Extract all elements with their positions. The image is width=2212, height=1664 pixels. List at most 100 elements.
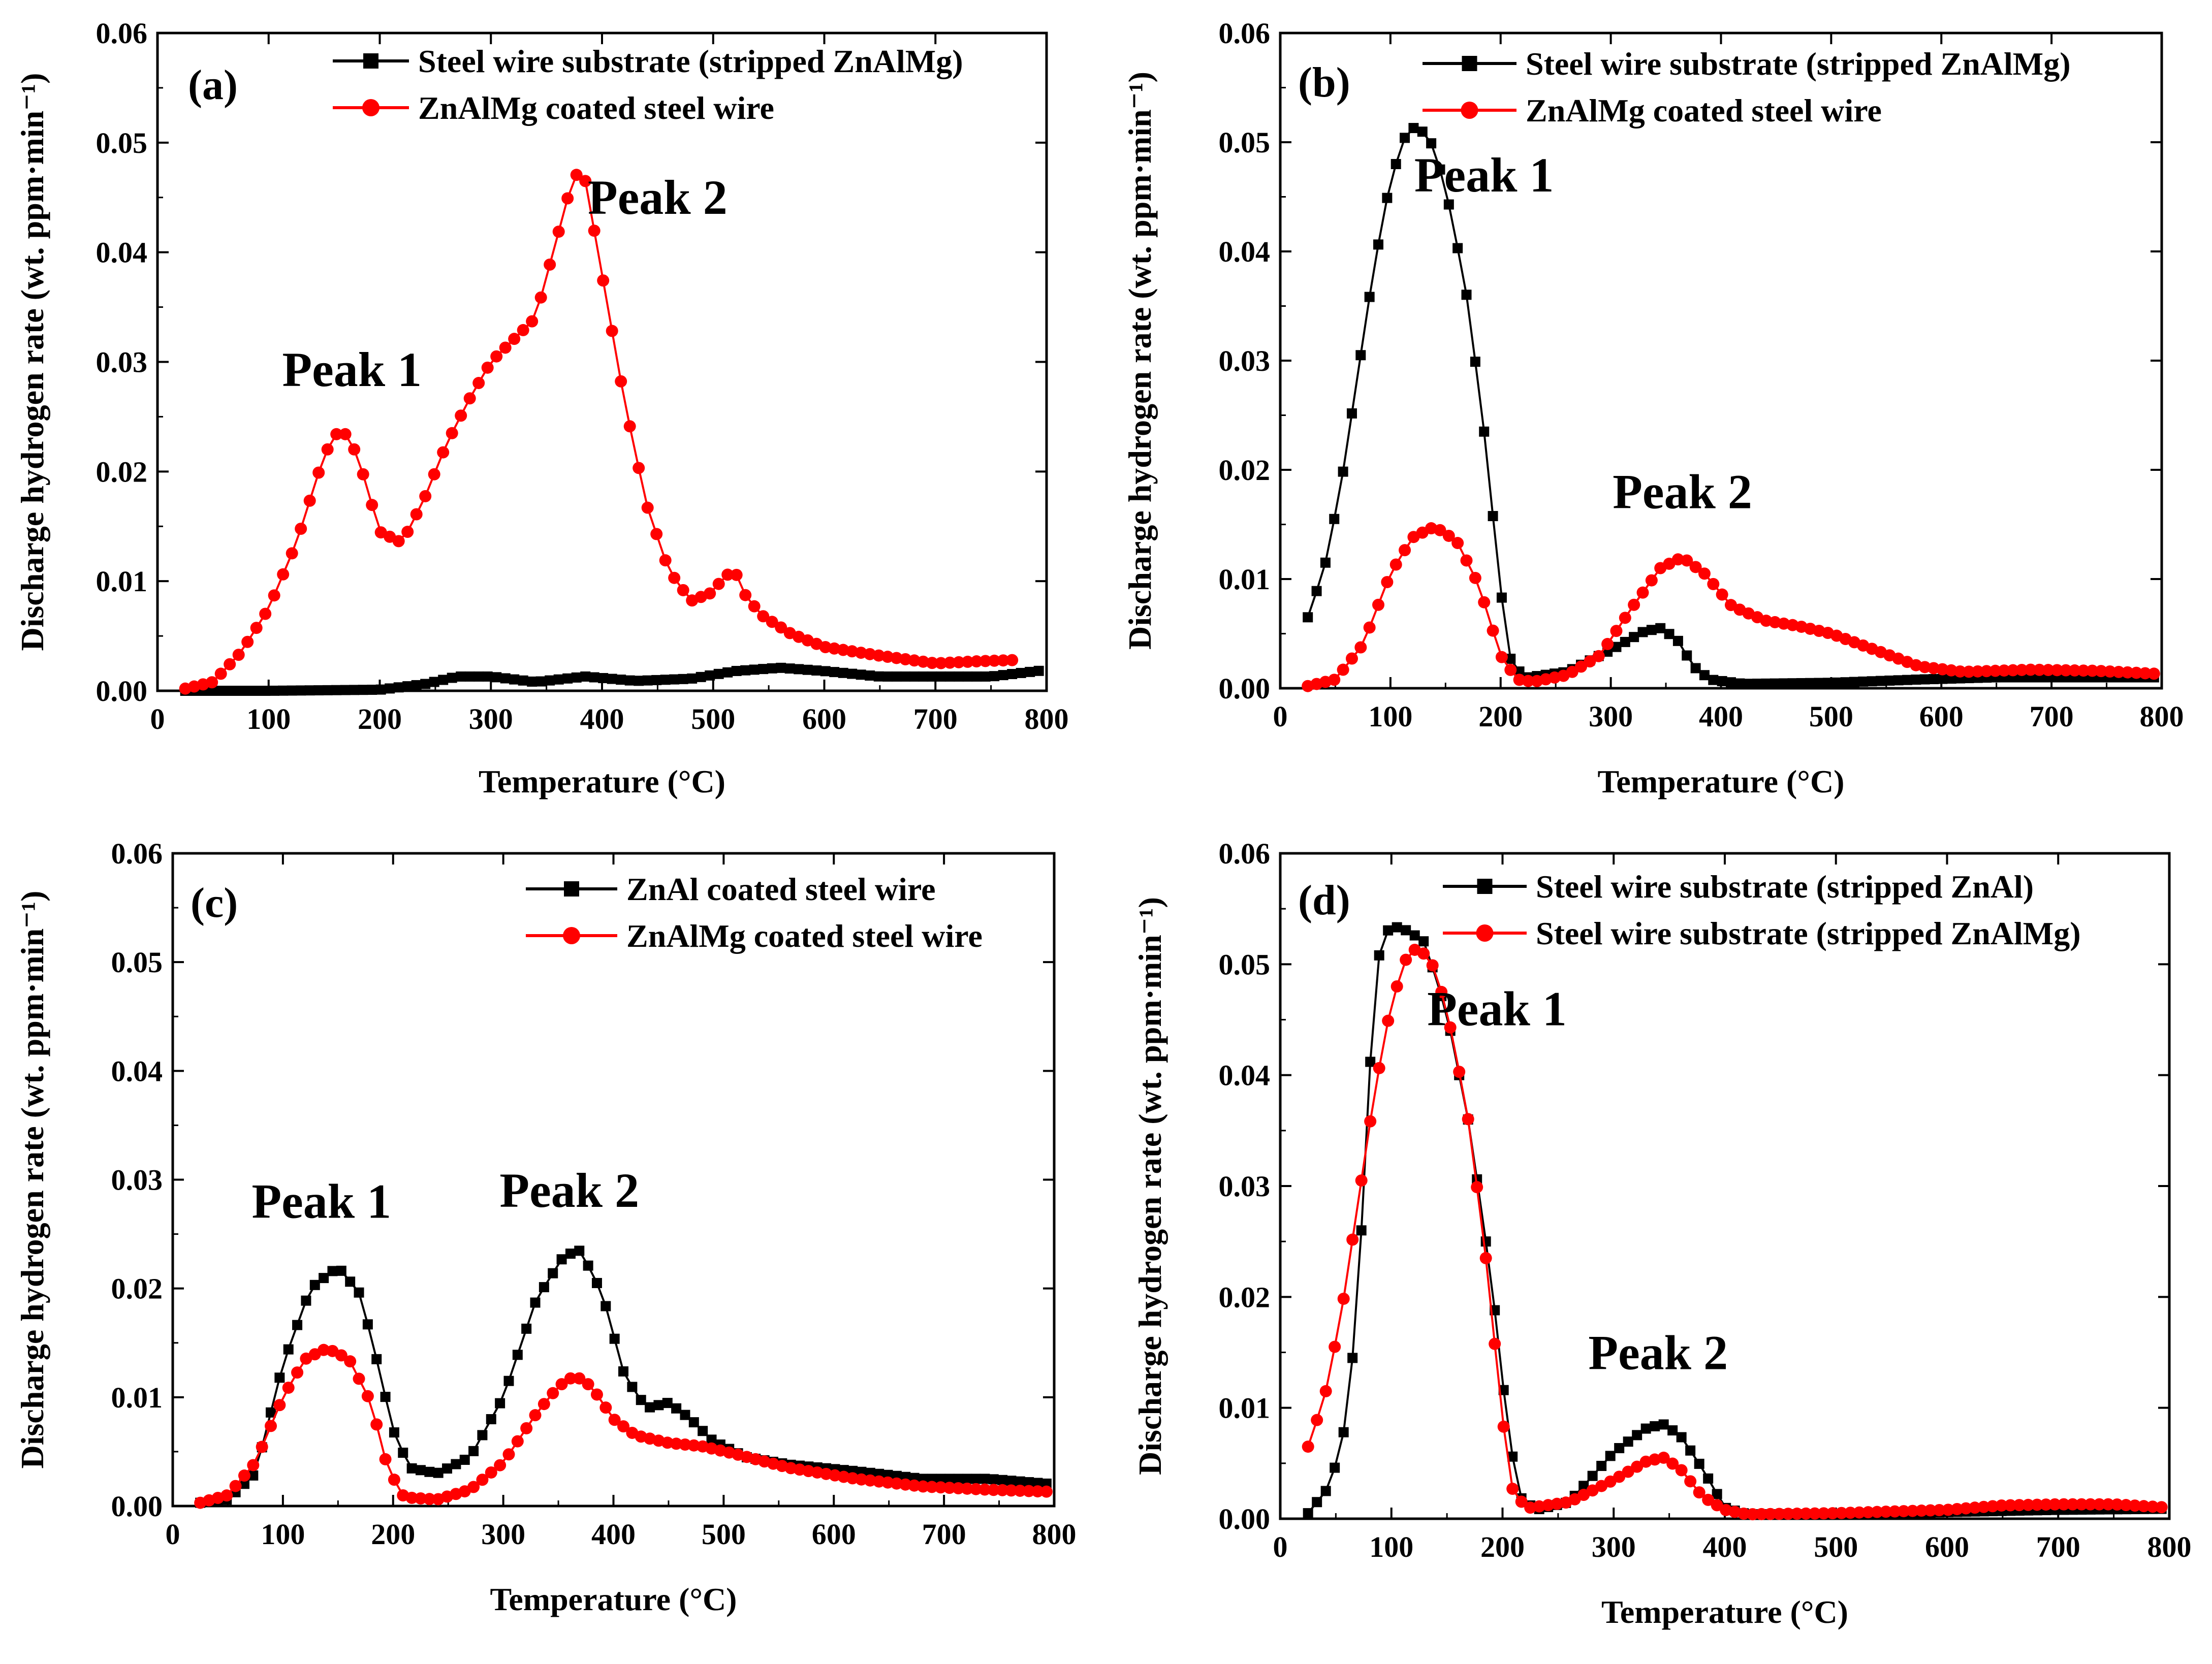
data-point [565, 1249, 576, 1259]
data-point [266, 1407, 276, 1418]
data-point [564, 1372, 577, 1385]
data-point [1971, 665, 1984, 678]
data-point [1434, 524, 1446, 536]
y-tick-label: 0.00 [1219, 1502, 1271, 1535]
data-point [1902, 675, 1913, 685]
data-point [668, 571, 681, 584]
x-tick-label: 800 [1025, 702, 1069, 735]
data-point [1399, 544, 1411, 557]
data-point [538, 1398, 550, 1411]
peak-annotation: Peak 1 [282, 342, 422, 397]
data-point [220, 1489, 233, 1502]
x-tick-label: 200 [371, 1518, 415, 1551]
data-point [953, 1474, 964, 1484]
data-point [1006, 1476, 1017, 1486]
data-point [1578, 1481, 1589, 1491]
data-point [1875, 676, 1886, 686]
data-point [1515, 1495, 1528, 1508]
data-point [250, 622, 263, 634]
data-point [671, 1403, 682, 1414]
data-point [1488, 511, 1498, 522]
y-tick-label: 0.02 [96, 455, 148, 488]
data-point [573, 1372, 586, 1385]
x-tick-label: 0 [1273, 700, 1288, 733]
data-point [1888, 1505, 1901, 1518]
data-point [570, 169, 583, 181]
data-point [1694, 1458, 1704, 1469]
y-tick-label: 0.04 [1219, 235, 1271, 268]
data-point [2129, 1499, 2141, 1512]
data-point [1631, 1460, 1644, 1473]
data-point [1667, 1425, 1678, 1436]
x-tick-label: 200 [358, 702, 402, 735]
x-axis-title: Temperature (°C) [479, 763, 725, 799]
data-point [1453, 1066, 1466, 1078]
data-point [215, 686, 226, 696]
y-tick-label: 0.04 [96, 236, 148, 269]
data-point [1312, 1497, 1322, 1508]
legend-label: Steel wire substrate (stripped ZnAlMg) [1536, 915, 2081, 951]
data-point [269, 685, 279, 696]
data-point [313, 685, 324, 696]
data-point [1989, 664, 2002, 677]
x-tick-label: 300 [1589, 700, 1633, 733]
x-tick-label: 700 [2036, 1530, 2080, 1563]
data-point [1498, 1385, 1509, 1395]
x-tick-label: 100 [1369, 1530, 1413, 1563]
data-point [1417, 947, 1430, 960]
x-tick-label: 800 [2140, 700, 2184, 733]
data-point [970, 655, 983, 668]
data-point [1023, 1485, 1035, 1497]
peak-annotation: Peak 1 [1414, 148, 1554, 202]
data-point [1684, 1475, 1697, 1488]
data-point [527, 676, 538, 687]
data-point [1346, 1233, 1359, 1246]
data-point [521, 1323, 532, 1334]
data-point [1401, 925, 1411, 936]
series-2 [194, 1343, 1053, 1509]
data-point [1383, 925, 1394, 936]
y-tick-label: 0.04 [111, 1054, 163, 1087]
data-point [393, 682, 404, 693]
data-point [571, 672, 582, 683]
data-point [312, 466, 325, 479]
data-point [661, 1436, 674, 1449]
data-point [1478, 596, 1491, 609]
data-point [1853, 1506, 1866, 1519]
data-point [508, 333, 521, 345]
data-point [304, 685, 315, 696]
data-point [952, 1482, 965, 1494]
data-point [679, 1438, 691, 1451]
data-point [954, 671, 964, 682]
data-point [704, 587, 716, 600]
data-point [1505, 653, 1516, 664]
data-point [1507, 1451, 1518, 1462]
data-point [1764, 1508, 1777, 1520]
data-point [367, 684, 377, 695]
data-point [1337, 663, 1349, 676]
data-point [1650, 1421, 1660, 1431]
data-point [354, 1287, 364, 1298]
data-point [476, 1474, 489, 1486]
data-point [1998, 664, 2010, 677]
y-tick-label: 0.04 [1219, 1059, 1271, 1092]
data-point [634, 676, 644, 686]
data-point [2077, 664, 2090, 677]
data-point [405, 1491, 418, 1504]
data-point [1016, 667, 1026, 678]
data-point [1426, 138, 1437, 149]
data-point [980, 671, 991, 682]
data-point [2013, 1499, 2026, 1512]
data-point [1946, 674, 1956, 684]
data-point [389, 1427, 399, 1438]
data-point [214, 667, 227, 680]
x-tick-label: 500 [1814, 1530, 1858, 1563]
x-tick-label: 700 [913, 702, 958, 735]
data-point [2066, 1498, 2079, 1511]
data-point [423, 1493, 436, 1506]
data-point [1716, 588, 1728, 601]
x-tick-label: 400 [1699, 700, 1743, 733]
data-point [1311, 586, 1322, 596]
data-point [1592, 650, 1605, 662]
data-point [1311, 1414, 1323, 1426]
